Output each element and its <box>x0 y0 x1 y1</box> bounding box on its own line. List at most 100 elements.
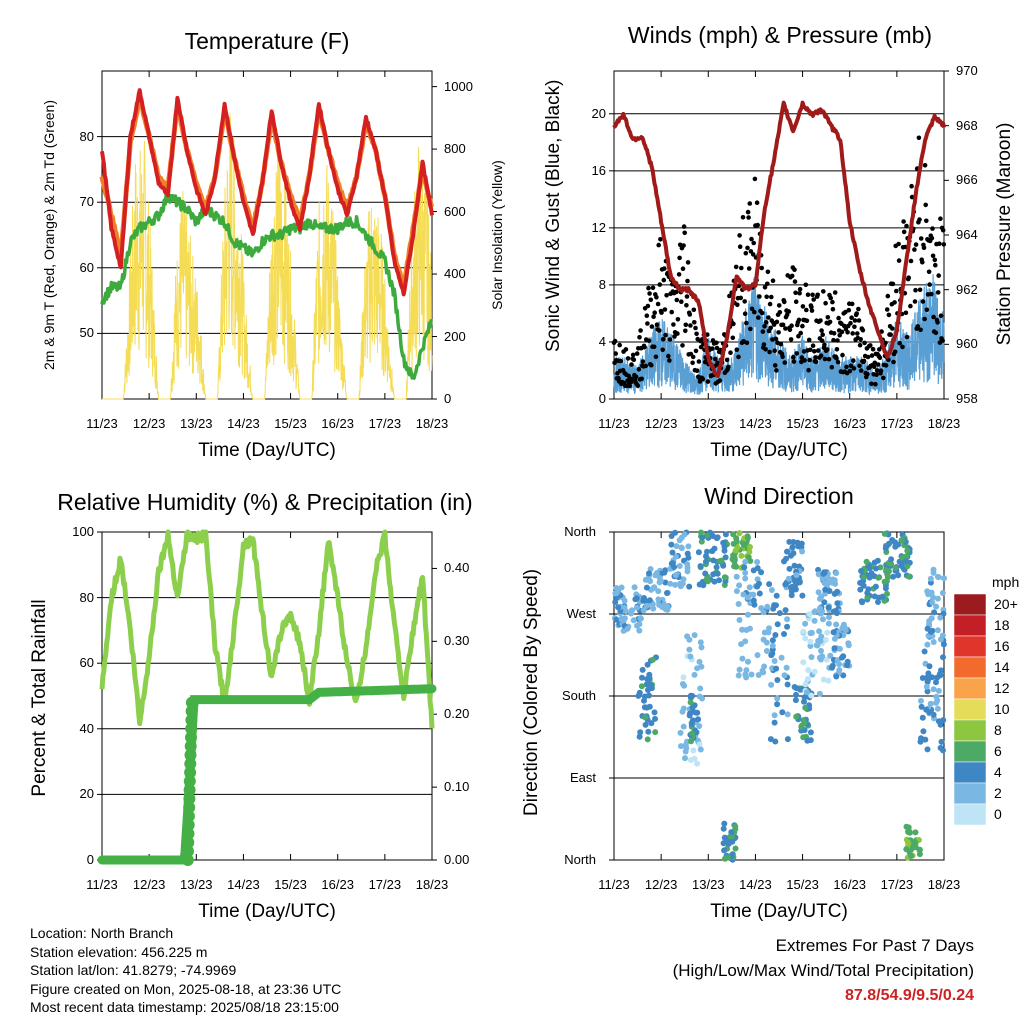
gust-point <box>761 342 767 347</box>
gust-point <box>645 321 650 326</box>
gust-point <box>752 309 757 315</box>
gust-point <box>931 314 936 320</box>
gust-point <box>629 362 634 367</box>
direction-point <box>760 636 767 643</box>
direction-point <box>644 661 651 668</box>
gust-point <box>662 266 667 271</box>
gust-point <box>909 194 915 200</box>
direction-point <box>908 853 915 859</box>
gust-point <box>685 260 691 265</box>
winds-xtick-label: 12/23 <box>644 416 678 431</box>
direction-point <box>652 715 658 722</box>
gust-point <box>835 359 841 365</box>
gust-point <box>666 353 671 359</box>
direction-point <box>815 571 822 578</box>
gust-point <box>627 383 633 389</box>
direction-point <box>643 584 650 591</box>
gust-point <box>648 297 654 303</box>
direction-point <box>879 593 886 600</box>
gust-point <box>881 375 886 381</box>
direction-point <box>825 620 832 627</box>
direction-xtick-label: 12/23 <box>644 877 678 892</box>
direction-point <box>645 728 652 735</box>
direction-point <box>817 605 824 612</box>
direction-point <box>615 604 622 611</box>
direction-point <box>930 686 937 693</box>
direction-point <box>621 597 628 604</box>
gust-point <box>635 383 641 389</box>
gust-point <box>757 294 762 299</box>
direction-point <box>781 631 787 637</box>
gust-point <box>613 351 618 356</box>
gust-point <box>840 352 845 358</box>
gust-point <box>694 331 699 337</box>
gust-point <box>874 372 879 378</box>
direction-point <box>695 549 702 556</box>
direction-point <box>728 829 735 836</box>
direction-point <box>892 564 899 571</box>
humidity-xtick-label: 16/23 <box>321 877 354 892</box>
direction-point <box>886 568 892 575</box>
gust-point <box>811 297 816 302</box>
direction-point <box>771 658 778 664</box>
humidity-ytick-label: 100 <box>72 524 94 539</box>
direction-point <box>730 552 737 559</box>
direction-point <box>918 735 924 742</box>
direction-point <box>792 697 799 704</box>
direction-point <box>940 654 946 661</box>
gust-point <box>746 215 751 220</box>
gust-point <box>868 343 873 348</box>
legend-swatch <box>953 740 987 763</box>
gust-point <box>683 322 689 328</box>
direction-point <box>680 576 687 583</box>
gust-point <box>676 272 682 277</box>
direction-point <box>699 695 706 702</box>
legend-label: 4 <box>994 764 1002 780</box>
direction-point <box>650 605 657 612</box>
direction-point <box>697 639 704 646</box>
gust-point <box>799 355 805 360</box>
gust-point <box>873 381 878 387</box>
gust-point <box>791 359 797 364</box>
gust-point <box>745 245 750 251</box>
direction-point <box>892 543 899 550</box>
gust-point <box>848 320 853 326</box>
direction-point <box>881 530 888 537</box>
temperature-xtick-label: 16/23 <box>321 416 354 431</box>
gust-point <box>912 299 918 304</box>
direction-point <box>793 572 800 579</box>
gust-point <box>941 242 947 247</box>
direction-point <box>811 617 818 624</box>
gust-point <box>875 362 881 367</box>
winds-xtick-label: 15/23 <box>786 416 819 431</box>
direction-point <box>662 579 669 586</box>
gust-point <box>832 290 838 295</box>
direction-point <box>833 621 840 628</box>
direction-point <box>933 603 940 610</box>
direction-point <box>697 746 704 753</box>
direction-point <box>933 699 940 706</box>
direction-point <box>613 616 620 623</box>
direction-point <box>912 829 919 836</box>
gust-point <box>673 289 679 295</box>
direction-point <box>786 565 793 572</box>
gust-point <box>812 349 817 354</box>
direction-point <box>818 647 824 654</box>
direction-point <box>636 689 643 696</box>
rainfall-point <box>183 801 196 814</box>
direction-plot-frame <box>613 531 945 861</box>
direction-point <box>703 553 709 560</box>
direction-point <box>872 583 879 590</box>
direction-point <box>937 744 944 751</box>
direction-point <box>884 574 891 581</box>
direction-point <box>802 681 809 688</box>
direction-point <box>758 605 765 612</box>
gust-point <box>684 294 690 299</box>
humidity-y2tick-label: 0.30 <box>444 633 470 649</box>
gust-point <box>917 287 923 293</box>
gust-point <box>810 292 815 298</box>
gust-point <box>772 348 777 354</box>
direction-point <box>804 737 811 744</box>
gust-point <box>865 371 870 377</box>
legend-swatch <box>953 719 987 742</box>
